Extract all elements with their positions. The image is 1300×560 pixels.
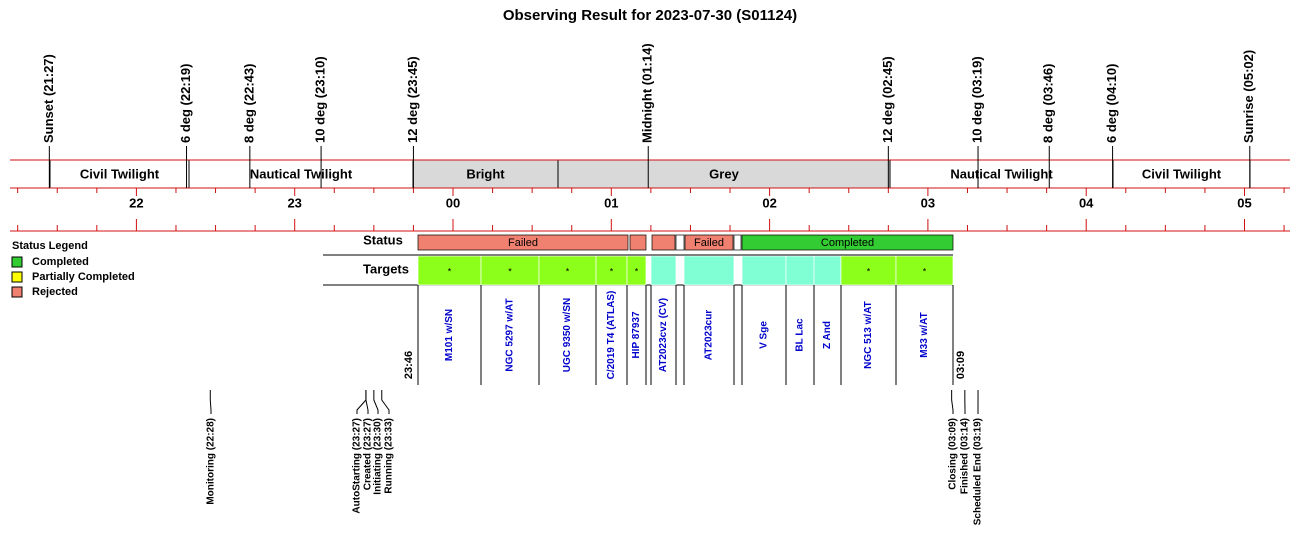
sky-event-label: Sunset (21:27): [41, 54, 56, 143]
end-time: 03:09: [955, 351, 967, 379]
target-mark: *: [566, 266, 570, 276]
status-block: [684, 234, 734, 251]
process-tick: [209, 390, 212, 414]
target-block: [840, 255, 897, 286]
process-label: Closing (03:09): [948, 418, 959, 490]
process-label: Monitoring (22:28): [206, 418, 217, 505]
hour-label: 01: [604, 195, 618, 210]
target-name: UGC 9350 w/SN: [562, 298, 573, 372]
target-mark: *: [610, 266, 614, 276]
target-name: HIP 87937: [631, 311, 642, 359]
start-time: 23:46: [403, 351, 415, 379]
band-label: Nautical Twilight: [950, 166, 1053, 181]
legend-swatch: [11, 286, 23, 298]
sky-event-label: 10 deg (03:19): [969, 56, 984, 143]
process-tick: [365, 390, 369, 414]
legend-title: Status Legend: [12, 240, 88, 252]
sky-event-label: 6 deg (04:10): [1104, 64, 1119, 143]
process-tick: [951, 390, 954, 414]
sky-band: [1113, 160, 1250, 188]
hour-label: 05: [1237, 195, 1251, 210]
row-label: Status: [363, 232, 403, 247]
legend-label: Rejected: [32, 286, 78, 298]
process-tick: [373, 390, 379, 414]
sky-band: [50, 160, 189, 188]
status-block: [733, 234, 742, 251]
band-label: Grey: [709, 166, 739, 181]
target-block: [895, 255, 954, 286]
hour-label: 03: [921, 195, 935, 210]
process-label: Scheduled End (03:19): [973, 418, 984, 525]
target-name: M101 w/SN: [444, 309, 455, 361]
process-tick: [356, 390, 367, 414]
sky-event-label: Midnight (01:14): [640, 43, 655, 143]
process-label: Created (23:27): [363, 418, 374, 490]
target-name: NGC 5297 w/AT: [505, 298, 516, 371]
process-label: Initiating (23:30): [373, 418, 384, 495]
target-mark: *: [508, 266, 512, 276]
hour-label: 23: [287, 195, 301, 210]
sky-event-label: 8 deg (03:46): [1041, 64, 1056, 143]
sky-event-label: 10 deg (23:10): [313, 56, 328, 143]
process-label: AutoStarting (23:27): [352, 418, 363, 514]
target-block: [417, 255, 482, 286]
title: Observing Result for 2023-07-30 (S01124): [503, 7, 797, 24]
target-block: [785, 255, 815, 286]
target-mark: *: [867, 266, 871, 276]
hour-label: 04: [1079, 195, 1094, 210]
target-block: [683, 255, 735, 286]
target-block: [480, 255, 540, 286]
band-label: Nautical Twilight: [250, 166, 353, 181]
sky-band: [890, 160, 1113, 188]
sky-band: [413, 160, 558, 188]
sky-band: [189, 160, 413, 188]
target-name: AT2023cur: [704, 310, 715, 361]
band-label: Civil Twilight: [80, 166, 160, 181]
target-mark: *: [635, 266, 639, 276]
process-label: Running (23:33): [384, 418, 395, 494]
status-label: Failed: [508, 237, 538, 249]
target-block: [813, 255, 842, 286]
target-block: [538, 255, 597, 286]
process-label: Finished (03:14): [960, 418, 971, 494]
status-block: [629, 234, 647, 251]
target-name: NGC 513 w/AT: [863, 301, 874, 369]
sky-event-label: 12 deg (23:45): [405, 56, 420, 143]
target-name: Z And: [822, 321, 833, 349]
hour-label: 22: [129, 195, 143, 210]
target-name: M33 w/AT: [919, 312, 930, 357]
legend-label: Completed: [32, 256, 89, 268]
target-mark: *: [923, 266, 927, 276]
target-name: BL Lac: [795, 318, 806, 352]
status-block: [741, 234, 954, 251]
sky-event-label: Sunrise (05:02): [1241, 50, 1256, 143]
sky-event-label: 6 deg (22:19): [178, 64, 193, 143]
band-label: Bright: [466, 166, 505, 181]
status-block: [675, 234, 685, 251]
status-label: Completed: [821, 237, 874, 249]
sky-event-label: 8 deg (22:43): [241, 64, 256, 143]
row-label: Targets: [363, 261, 409, 276]
legend-swatch: [11, 256, 23, 268]
band-label: Civil Twilight: [1142, 166, 1222, 181]
hour-label: 02: [762, 195, 776, 210]
target-block: [650, 255, 677, 286]
target-name: V Sge: [759, 321, 770, 349]
target-mark: *: [448, 266, 452, 276]
sky-band: [558, 160, 890, 188]
hour-label: 00: [446, 195, 460, 210]
status-block: [417, 234, 629, 251]
target-name: AT2023cvz (CV): [658, 298, 669, 372]
target-block: [626, 255, 647, 286]
status-label: Failed: [694, 237, 724, 249]
legend-swatch: [11, 271, 23, 283]
process-tick: [381, 390, 390, 414]
target-block: [741, 255, 787, 286]
legend-label: Partially Completed: [32, 271, 135, 283]
sky-event-label: 12 deg (02:45): [880, 56, 895, 143]
target-name: C/2019 T4 (ATLAS): [606, 291, 617, 380]
status-block: [651, 234, 676, 251]
